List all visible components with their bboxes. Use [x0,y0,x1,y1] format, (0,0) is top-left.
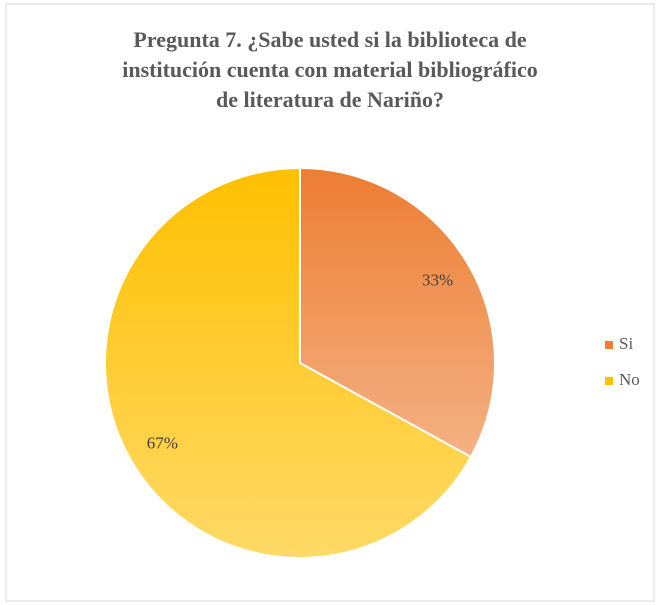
legend-swatch [605,377,613,385]
chart-title: Pregunta 7. ¿Sabe usted si la biblioteca… [133,27,526,52]
data-label: 67% [147,433,178,452]
pie-slice [104,166,473,559]
pie-slice [299,166,496,459]
legend-label: No [619,370,640,389]
legend-swatch [605,341,613,349]
data-label: 33% [422,271,453,290]
chart-title: de literatura de Nariño? [216,87,444,112]
chart-title: institución cuenta con material bibliogr… [122,57,538,82]
legend-label: Si [619,334,633,353]
